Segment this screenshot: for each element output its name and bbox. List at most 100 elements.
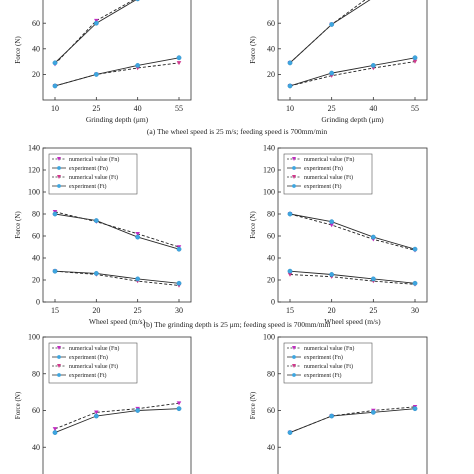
numeric-point-marker: [135, 232, 140, 236]
numeric-series-line: [54, 402, 180, 430]
x-tick-label: 25: [92, 104, 100, 113]
experiment-point-marker: [52, 83, 58, 89]
experiment-point-marker: [287, 268, 293, 274]
legend-label: experiment (Ft): [69, 183, 107, 190]
legend-label: experiment (Ft): [304, 372, 342, 379]
numeric-point-marker: [287, 272, 293, 277]
x-tick-label: 40: [134, 104, 142, 113]
chart-a-right: 20 40 60 Force (N) 10 25 40 55 Grinding depth (μ…: [249, 0, 428, 124]
y-axis-label: Force (N): [14, 36, 22, 64]
experiment-point-marker: [135, 63, 141, 68]
y-tick-label: 60: [32, 406, 40, 415]
legend-box: [48, 153, 138, 195]
experiment-point-marker: [370, 409, 376, 415]
experiment-series-line: [289, 213, 416, 250]
y-tick-label: 20: [267, 70, 275, 79]
legend-label: experiment (Ft): [304, 183, 342, 190]
y-axis-label: Force (N): [249, 36, 257, 64]
y-tick-label: 40: [267, 44, 275, 53]
y-tick-label: 80: [32, 210, 40, 219]
numeric-point-marker: [329, 223, 334, 228]
legend-label: numerical value (Ft): [304, 174, 353, 181]
plot-frame: [42, 147, 192, 303]
numeric-series-line: [289, 0, 366, 64]
x-axis-label: Wheel speed (m/s): [89, 317, 146, 326]
plot-frame: [42, 0, 192, 101]
legend-box: [283, 342, 373, 384]
legend-marker: [292, 166, 296, 170]
y-axis-label: Force (N): [249, 391, 257, 419]
x-tick-label: 15: [51, 306, 59, 315]
y-axis-label: Force (N): [14, 211, 22, 239]
experiment-point-marker: [176, 280, 182, 286]
legend-label: experiment (Fn): [69, 165, 108, 172]
y-tick-label: 20: [267, 276, 275, 285]
y-tick-label: 80: [267, 369, 275, 378]
y-tick-label: 20: [32, 70, 40, 79]
legend-label: experiment (Ft): [69, 372, 107, 379]
chart-a-left: 20 40 60 Force (N) 10 25 40 55 Grinding depth (μ…: [14, 0, 192, 124]
chart-c-left: 40 60 80 100 Force (N) numerical value (Fn) ex…: [14, 333, 192, 474]
y-tick-label: 60: [32, 232, 40, 241]
numeric-series-line: [54, 0, 135, 65]
experiment-point-marker: [176, 406, 182, 412]
experiment-point-marker: [52, 268, 58, 274]
experiment-point-marker: [135, 0, 140, 2]
experiment-point-marker: [412, 55, 418, 61]
experiment-point-marker: [93, 218, 99, 224]
y-tick-label: 80: [267, 210, 275, 219]
experiment-point-marker: [52, 60, 58, 66]
experiment-point-marker: [370, 234, 376, 240]
legend-box: [48, 342, 138, 384]
y-tick-label: 40: [267, 443, 275, 452]
legend-label: numerical value (Fn): [69, 345, 119, 352]
experiment-point-marker: [93, 270, 99, 276]
x-tick-label: 25: [328, 104, 336, 113]
legend-label: experiment (Fn): [304, 165, 343, 172]
y-axis-label: Force (N): [14, 391, 22, 419]
x-axis-label: Wheel speed (m/s): [324, 317, 381, 326]
numeric-series-line: [289, 274, 416, 285]
y-tick-label: 100: [28, 333, 40, 342]
legend-marker: [57, 166, 61, 170]
experiment-point-marker: [93, 72, 99, 77]
y-tick-label: 0: [271, 298, 275, 307]
legend-marker: [292, 175, 296, 179]
experiment-series-line: [54, 213, 180, 250]
experiment-point-marker: [135, 276, 141, 282]
y-tick-label: 100: [263, 188, 275, 197]
y-tick-label: 0: [36, 298, 40, 307]
experiment-series-line: [289, 0, 371, 64]
experiment-point-marker: [52, 430, 58, 435]
experiment-point-marker: [287, 60, 293, 66]
legend-marker: [292, 355, 296, 359]
numeric-series-line: [289, 61, 416, 87]
experiment-point-marker: [329, 22, 335, 27]
experiment-point-marker: [370, 63, 376, 68]
x-tick-label: 10: [51, 104, 59, 113]
y-tick-label: 120: [263, 166, 275, 175]
experiment-series-line: [289, 408, 416, 433]
y-tick-label: 60: [267, 19, 275, 28]
legend-box: [283, 153, 373, 195]
chart-c-right: 40 60 80 100 Force (N) numerical value (Fn) ex…: [249, 333, 428, 474]
numeric-series-line: [289, 213, 416, 251]
y-tick-label: 40: [32, 44, 40, 53]
legend-marker: [292, 184, 296, 188]
experiment-point-marker: [287, 83, 293, 89]
caption-a: (a) The wheel speed is 25 m/s; feeding s…: [146, 127, 328, 136]
legend-label: numerical value (Fn): [304, 156, 354, 163]
y-tick-label: 120: [28, 166, 40, 175]
chart-b-left: 0 20 40 60 80 100 120 140 Force (N) 15 20 25 30 Wheel…: [14, 144, 192, 326]
numeric-point-marker: [176, 61, 182, 66]
x-tick-label: 55: [175, 104, 183, 113]
legend-label: numerical value (Fn): [304, 345, 354, 352]
y-tick-label: 40: [32, 254, 40, 263]
experiment-point-marker: [52, 211, 58, 217]
x-tick-label: 20: [92, 306, 100, 315]
y-tick-label: 140: [263, 144, 275, 153]
y-tick-label: 140: [28, 144, 40, 153]
experiment-point-marker: [93, 20, 99, 26]
y-tick-label: 40: [32, 443, 40, 452]
